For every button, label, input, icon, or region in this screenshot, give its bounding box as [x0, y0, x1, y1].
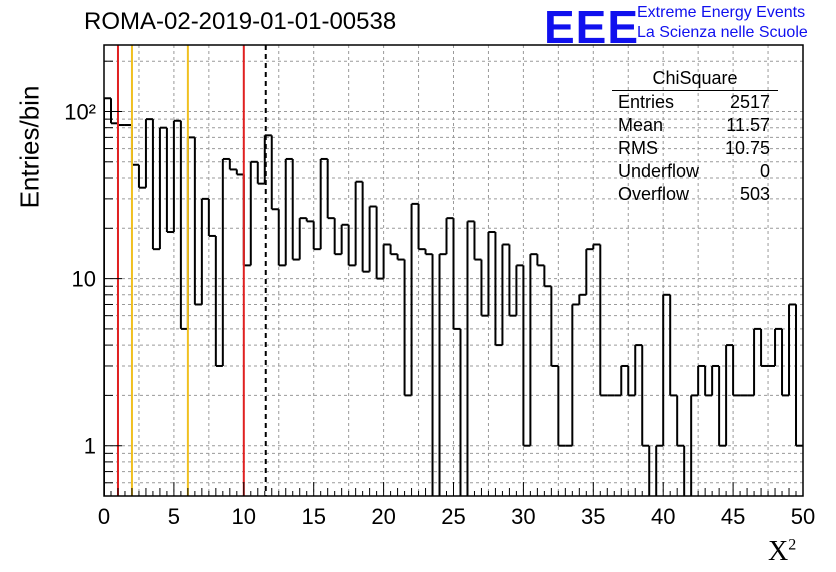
stats-value: 503 — [739, 184, 770, 204]
x-tick-label: 0 — [98, 504, 110, 529]
logo-tagline-2: La Scienza nelle Scuole — [637, 24, 808, 41]
x-tick-label: 25 — [441, 504, 465, 529]
y-tick-label: 10 — [72, 267, 96, 292]
x-tick-label: 45 — [721, 504, 745, 529]
x-tick-label: 15 — [301, 504, 325, 529]
stats-label: RMS — [618, 138, 658, 158]
stats-label: Overflow — [618, 184, 690, 204]
x-axis-title-text: X — [768, 536, 789, 567]
x-axis-title: X2 — [768, 536, 796, 568]
x-tick-label: 20 — [371, 504, 395, 529]
x-tick-label: 30 — [511, 504, 535, 529]
stats-value: 11.57 — [726, 115, 770, 135]
x-axis-title-superscript: 2 — [788, 536, 797, 554]
stats-box: ChiSquare Entries 2517 Mean 11.57 RMS 10… — [612, 66, 778, 206]
y-tick-label: 1 — [84, 434, 96, 459]
stats-value: 0 — [759, 161, 770, 181]
stats-row: Mean 11.57 — [612, 114, 778, 137]
chart-title: ROMA-02-2019-01-01-00538 — [84, 8, 397, 35]
logo-tagline-1: Extreme Energy Events — [637, 4, 806, 21]
y-tick-label: 10² — [64, 99, 96, 124]
stats-label: Entries — [618, 92, 675, 112]
x-tick-label: 35 — [581, 504, 605, 529]
x-tick-label: 50 — [791, 504, 815, 529]
stats-title: ChiSquare — [612, 66, 778, 91]
stats-value: 2517 — [729, 92, 770, 112]
stats-row: RMS 10.75 — [612, 137, 778, 160]
x-tick-label: 40 — [651, 504, 675, 529]
x-tick-label: 5 — [168, 504, 180, 529]
stats-label: Mean — [618, 115, 664, 135]
stats-value: 10.75 — [724, 138, 770, 158]
stats-row: Overflow 503 — [612, 183, 778, 206]
stats-row: Entries 2517 — [612, 91, 778, 114]
x-tick-label: 10 — [232, 504, 256, 529]
stats-row: Underflow 0 — [612, 160, 778, 183]
stats-label: Underflow — [618, 161, 700, 181]
